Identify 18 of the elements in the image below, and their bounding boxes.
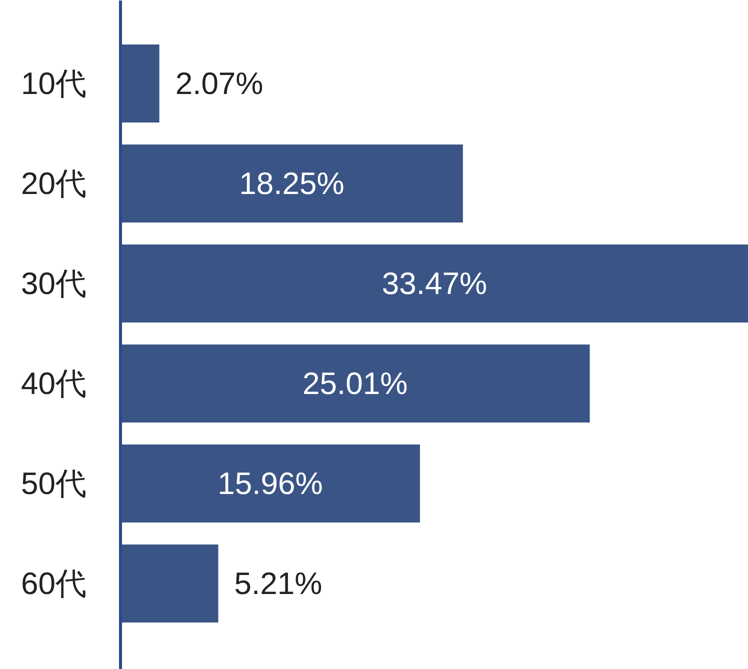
bar <box>120 144 463 222</box>
data-label: 33.47% <box>382 266 488 301</box>
data-label: 18.25% <box>239 166 344 201</box>
bar <box>120 44 160 122</box>
y-tick-label: 10代 <box>21 66 87 101</box>
data-label: 5.21% <box>234 566 322 601</box>
data-label: 2.07% <box>175 66 264 101</box>
bar <box>120 344 590 422</box>
y-tick-label: 20代 <box>21 166 87 201</box>
y-tick-label: 40代 <box>21 366 87 401</box>
y-tick-label: 60代 <box>21 566 87 601</box>
bar <box>120 444 420 522</box>
data-label: 15.96% <box>218 466 323 501</box>
y-tick-label: 50代 <box>21 466 87 501</box>
data-label: 25.01% <box>302 366 408 401</box>
y-tick-label: 30代 <box>21 266 87 301</box>
bar <box>120 244 748 322</box>
bar <box>120 544 218 622</box>
